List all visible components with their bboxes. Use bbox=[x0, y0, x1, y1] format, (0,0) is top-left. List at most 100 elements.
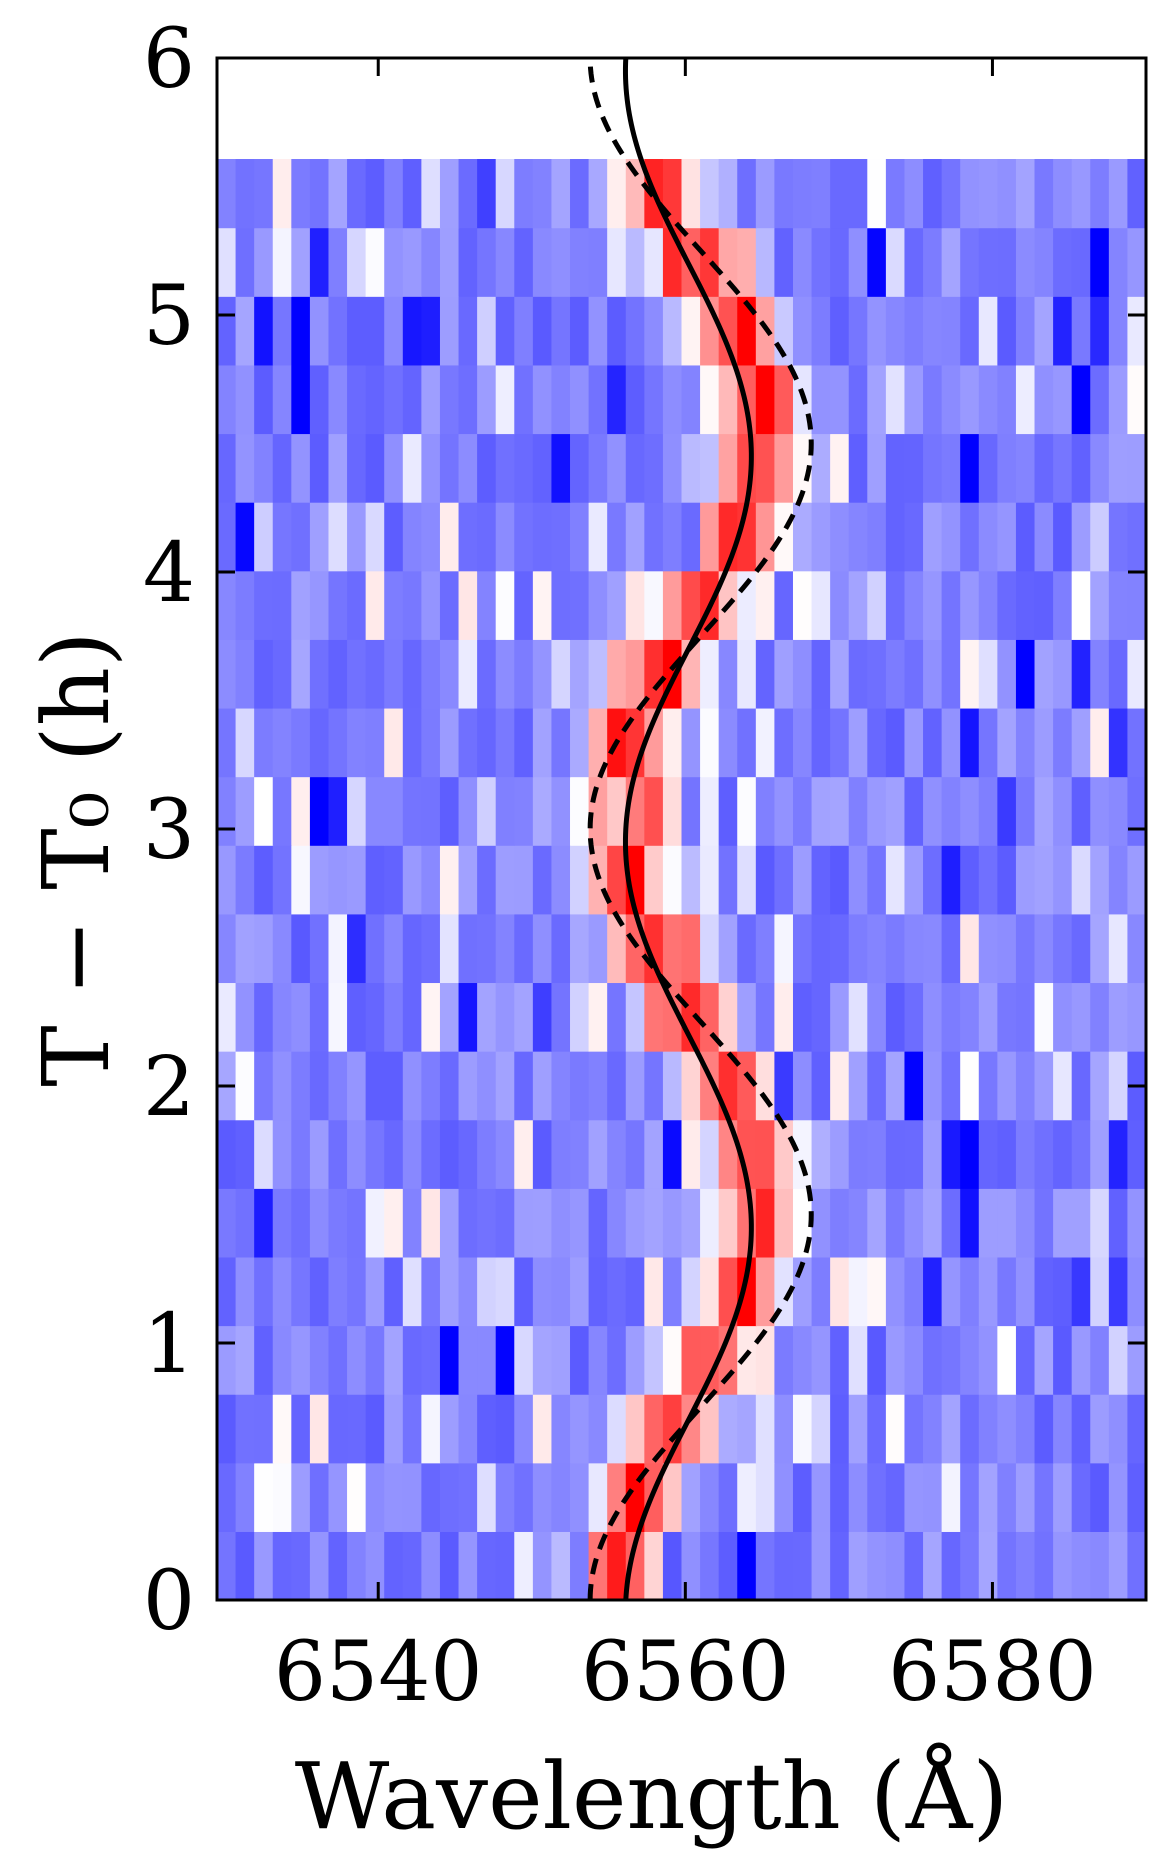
heatmap-cell bbox=[254, 1119, 274, 1189]
heatmap-cell bbox=[1034, 570, 1054, 640]
heatmap-cell bbox=[755, 1256, 775, 1327]
heatmap-cell bbox=[1071, 639, 1091, 709]
heatmap-cell bbox=[235, 570, 255, 640]
heatmap-cell bbox=[662, 1325, 683, 1395]
heatmap-cell bbox=[1053, 1256, 1073, 1327]
heatmap-cell bbox=[235, 227, 255, 297]
heatmap-cell bbox=[718, 364, 738, 435]
heatmap-cell bbox=[402, 159, 422, 229]
heatmap-cell bbox=[923, 845, 943, 915]
heatmap-cell bbox=[960, 639, 980, 709]
heatmap-cell bbox=[402, 1531, 422, 1601]
heatmap-cell bbox=[588, 1188, 608, 1258]
heatmap-cell bbox=[830, 502, 850, 572]
heatmap-cell bbox=[235, 1325, 255, 1395]
heatmap-cell bbox=[421, 159, 441, 229]
heatmap-cell bbox=[700, 1462, 720, 1532]
heatmap-cell bbox=[1053, 845, 1073, 915]
heatmap-cell bbox=[681, 707, 701, 778]
heatmap-cell bbox=[347, 433, 367, 503]
heatmap-cell bbox=[495, 776, 515, 846]
heatmap-cell bbox=[1090, 159, 1110, 229]
heatmap-cell bbox=[978, 433, 998, 503]
heatmap-cell bbox=[1015, 776, 1036, 846]
heatmap-cell bbox=[291, 1394, 311, 1464]
heatmap-cell bbox=[941, 1394, 961, 1464]
heatmap-cell bbox=[309, 1051, 330, 1121]
heatmap-cell bbox=[495, 707, 515, 778]
heatmap-cell bbox=[588, 1462, 608, 1532]
heatmap-cell bbox=[439, 364, 460, 435]
heatmap-cell bbox=[923, 1256, 943, 1327]
heatmap-cell bbox=[402, 364, 422, 435]
heatmap-cell bbox=[217, 159, 237, 229]
heatmap-cell bbox=[1015, 1394, 1036, 1464]
heatmap-cell bbox=[1034, 433, 1054, 503]
heatmap-cell bbox=[662, 296, 683, 366]
heatmap-cell bbox=[681, 1256, 701, 1327]
heatmap bbox=[217, 159, 1147, 1601]
heatmap-cell bbox=[421, 913, 441, 984]
heatmap-cell bbox=[848, 159, 868, 229]
heatmap-cell bbox=[588, 639, 608, 709]
heatmap-cell bbox=[848, 570, 868, 640]
heatmap-cell bbox=[700, 159, 720, 229]
heatmap-cell bbox=[700, 913, 720, 984]
heatmap-cell bbox=[365, 776, 385, 846]
heatmap-cell bbox=[941, 1462, 961, 1532]
heatmap-cell bbox=[1034, 707, 1054, 778]
heatmap-cell bbox=[607, 227, 627, 297]
heatmap-cell bbox=[941, 1256, 961, 1327]
heatmap-cell bbox=[644, 982, 664, 1052]
heatmap-cell bbox=[867, 845, 887, 915]
heatmap-cell bbox=[1015, 1188, 1036, 1258]
heatmap-cell bbox=[217, 639, 237, 709]
heatmap-cell bbox=[328, 1325, 348, 1395]
heatmap-cell bbox=[495, 1531, 515, 1601]
heatmap-cell bbox=[235, 1051, 255, 1121]
heatmap-cell bbox=[458, 845, 478, 915]
heatmap-cell bbox=[607, 1051, 627, 1121]
heatmap-cell bbox=[514, 707, 534, 778]
heatmap-cell bbox=[402, 913, 422, 984]
heatmap-cell bbox=[272, 707, 292, 778]
heatmap-cell bbox=[644, 1394, 664, 1464]
heatmap-cell bbox=[495, 502, 515, 572]
heatmap-cell bbox=[217, 1119, 237, 1189]
heatmap-cell bbox=[941, 1325, 961, 1395]
heatmap-cell bbox=[700, 1394, 720, 1464]
heatmap-cell bbox=[365, 570, 385, 640]
heatmap-cell bbox=[477, 1462, 497, 1532]
heatmap-cell bbox=[755, 1119, 775, 1189]
heatmap-cell bbox=[607, 364, 627, 435]
heatmap-cell bbox=[477, 159, 497, 229]
heatmap-cell bbox=[644, 1119, 664, 1189]
heatmap-cell bbox=[347, 1256, 367, 1327]
heatmap-cell bbox=[1108, 364, 1129, 435]
heatmap-cell bbox=[365, 1531, 385, 1601]
heatmap-cell bbox=[421, 982, 441, 1052]
heatmap-cell bbox=[458, 776, 478, 846]
heatmap-cell bbox=[792, 502, 813, 572]
heatmap-cell bbox=[458, 707, 478, 778]
heatmap-cell bbox=[1071, 845, 1091, 915]
heatmap-cell bbox=[1053, 913, 1073, 984]
heatmap-cell bbox=[439, 159, 460, 229]
heatmap-cell bbox=[867, 570, 887, 640]
heatmap-cell bbox=[978, 364, 998, 435]
heatmap-cell bbox=[625, 1119, 645, 1189]
heatmap-cell bbox=[1015, 502, 1036, 572]
heatmap-cell bbox=[755, 364, 775, 435]
heatmap-cell bbox=[848, 1462, 868, 1532]
heatmap-cell bbox=[1090, 1188, 1110, 1258]
heatmap-cell bbox=[1034, 1531, 1054, 1601]
heatmap-cell bbox=[718, 845, 738, 915]
heatmap-cell bbox=[607, 433, 627, 503]
heatmap-cell bbox=[347, 1119, 367, 1189]
x-axis-label: Wavelength (Å) bbox=[295, 1742, 1009, 1850]
heatmap-cell bbox=[402, 433, 422, 503]
heatmap-cell bbox=[384, 1051, 404, 1121]
y-tick-label: 1 bbox=[143, 1297, 195, 1392]
heatmap-cell bbox=[1071, 364, 1091, 435]
heatmap-cell bbox=[625, 159, 645, 229]
